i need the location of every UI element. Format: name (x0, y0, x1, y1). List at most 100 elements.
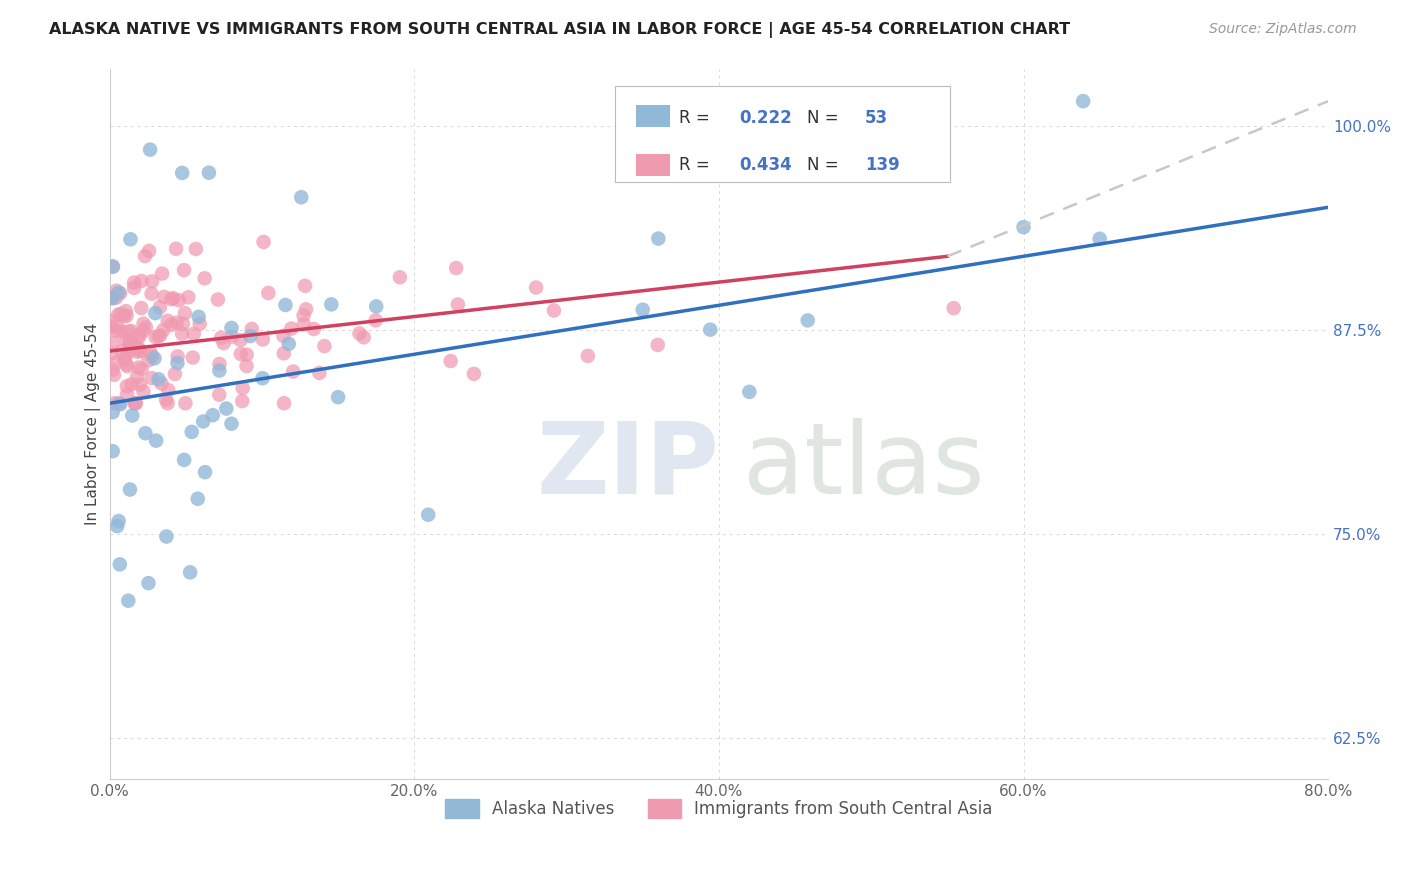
Point (156, 396, 179, 410)
Legend: Alaska Natives, Immigrants from South Central Asia: Alaska Natives, Immigrants from South Ce… (439, 792, 1000, 825)
Point (122, 276, 145, 290)
Point (160, 318, 183, 332)
Point (127, 344, 149, 359)
Point (308, 366, 330, 380)
Point (131, 362, 153, 376)
Point (101, 319, 124, 334)
Point (138, 353, 160, 368)
Point (101, 362, 124, 376)
Point (112, 352, 135, 367)
Point (145, 434, 167, 448)
Point (273, 329, 295, 343)
Point (117, 359, 139, 374)
Point (101, 260, 124, 274)
Point (1012, 220, 1035, 235)
Text: ALASKA NATIVE VS IMMIGRANTS FROM SOUTH CENTRAL ASIA IN LABOR FORCE | AGE 45-54 C: ALASKA NATIVE VS IMMIGRANTS FROM SOUTH C… (49, 22, 1070, 38)
Point (229, 333, 252, 347)
Point (115, 334, 138, 348)
Point (127, 370, 149, 384)
Point (314, 339, 336, 353)
Point (138, 244, 160, 258)
Point (179, 566, 201, 580)
Point (149, 300, 172, 314)
Point (138, 576, 160, 591)
Point (167, 293, 190, 308)
Point (107, 514, 129, 528)
Point (181, 351, 204, 365)
Point (353, 330, 375, 344)
Point (173, 263, 195, 277)
Point (141, 274, 163, 288)
Point (120, 334, 142, 349)
Point (232, 381, 254, 395)
Point (201, 408, 224, 422)
Point (155, 392, 177, 407)
Point (128, 329, 150, 343)
Point (131, 274, 153, 288)
Point (447, 297, 470, 311)
Point (184, 242, 207, 256)
Point (208, 387, 231, 401)
Point (120, 232, 142, 246)
Point (111, 324, 134, 338)
Point (148, 329, 170, 343)
Point (127, 360, 149, 375)
Point (100, 346, 122, 360)
Point (231, 394, 253, 409)
FancyBboxPatch shape (616, 87, 950, 182)
Point (187, 310, 209, 324)
Point (349, 326, 371, 341)
Point (173, 453, 195, 467)
Point (129, 344, 152, 359)
Point (100, 291, 122, 305)
Point (105, 519, 128, 533)
Point (194, 271, 217, 285)
Point (647, 231, 669, 245)
Point (364, 313, 387, 327)
Point (543, 303, 565, 318)
Text: N =: N = (807, 156, 844, 174)
Point (290, 190, 312, 204)
FancyBboxPatch shape (636, 104, 671, 128)
Point (104, 396, 127, 410)
Point (155, 529, 177, 543)
Point (124, 396, 146, 410)
Point (1071, 94, 1094, 108)
Point (172, 317, 194, 331)
Point (132, 317, 155, 331)
Point (129, 377, 152, 392)
Point (115, 358, 138, 372)
Point (110, 397, 132, 411)
Point (277, 336, 299, 351)
Point (118, 344, 141, 359)
Point (115, 309, 138, 323)
Point (139, 346, 162, 360)
Point (221, 321, 243, 335)
Point (110, 344, 132, 359)
Point (273, 346, 295, 360)
Y-axis label: In Labor Force | Age 45-54: In Labor Force | Age 45-54 (86, 323, 101, 524)
Point (366, 300, 388, 314)
Point (149, 328, 172, 343)
Point (418, 508, 440, 522)
Point (156, 314, 179, 328)
Point (134, 426, 156, 441)
Point (174, 396, 197, 410)
Point (115, 387, 138, 401)
Text: 0.222: 0.222 (740, 109, 793, 128)
Point (150, 376, 173, 391)
Point (115, 379, 138, 393)
Point (163, 367, 186, 381)
Point (125, 396, 148, 410)
Point (208, 357, 231, 371)
Point (115, 304, 138, 318)
Point (105, 284, 128, 298)
Point (235, 348, 257, 362)
Point (1088, 232, 1111, 246)
Point (463, 367, 485, 381)
Point (796, 313, 818, 327)
Point (100, 314, 122, 328)
Point (173, 306, 195, 320)
Point (524, 280, 547, 294)
Point (198, 166, 221, 180)
